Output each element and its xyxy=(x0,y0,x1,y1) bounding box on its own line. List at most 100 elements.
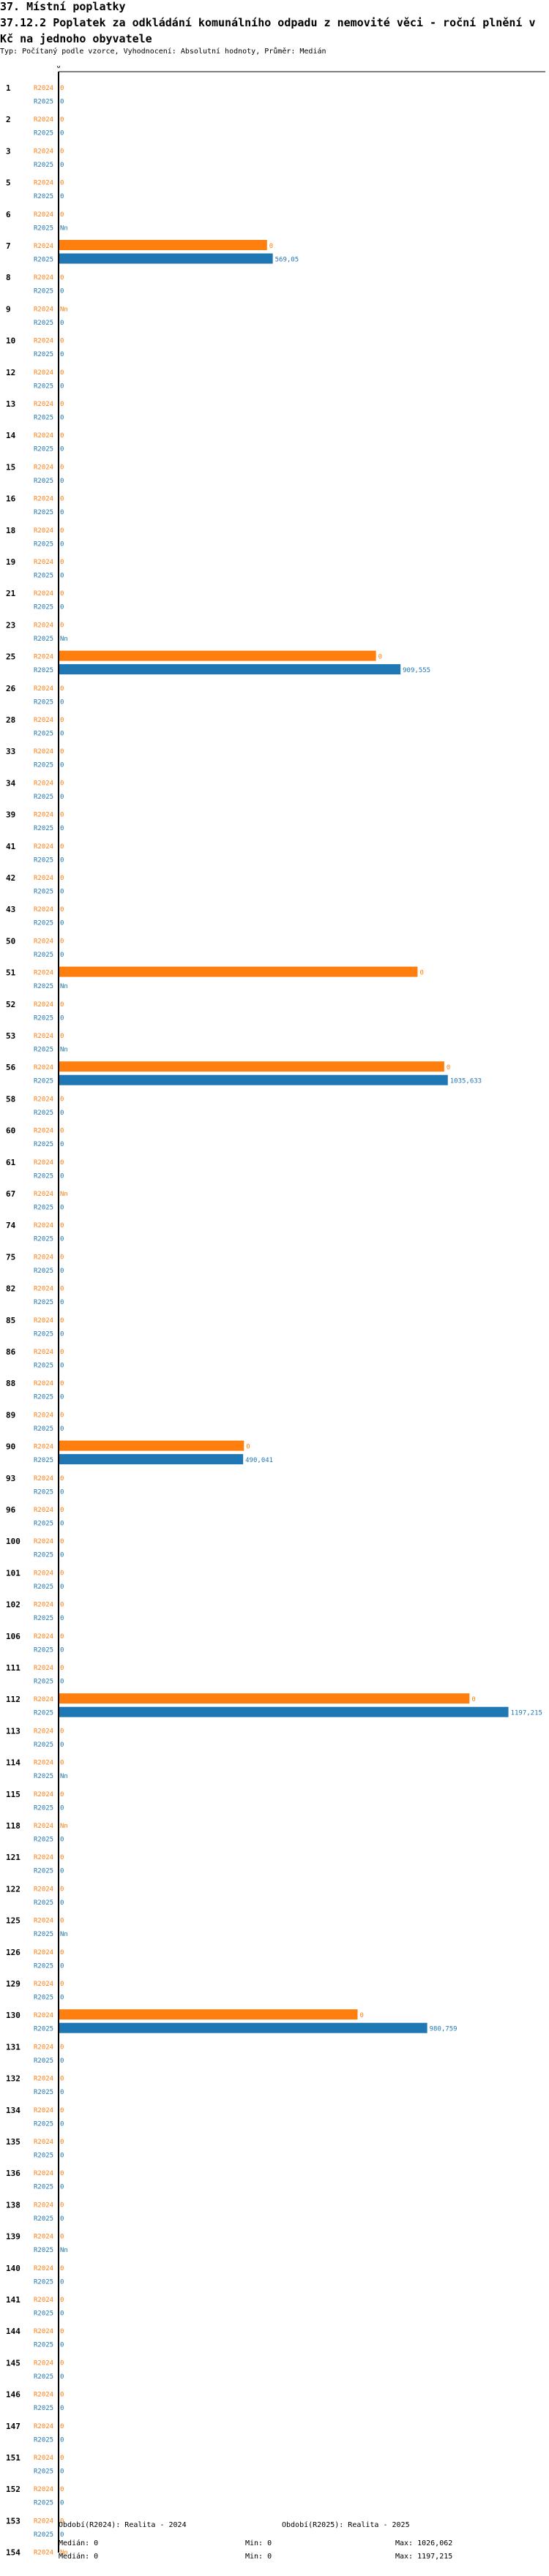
series-label-2024: R2024 xyxy=(34,2107,53,2114)
category-label: 60 xyxy=(6,1126,15,1136)
series-label-2025: R2025 xyxy=(34,604,53,611)
category-label: 154 xyxy=(6,2548,20,2558)
data-label-2024: 0 xyxy=(60,211,64,219)
data-label-2025: 0 xyxy=(60,288,64,295)
series-label-2024: R2024 xyxy=(34,2423,53,2430)
series-label-2025: R2025 xyxy=(34,1804,53,1812)
category-label: 52 xyxy=(6,1000,15,1009)
data-label-2025: 0 xyxy=(60,1837,64,1844)
series-label-2025: R2025 xyxy=(34,415,53,422)
data-label-2025: 0 xyxy=(60,2405,64,2412)
data-label-2025: 0 xyxy=(60,2089,64,2096)
series-label-2024: R2024 xyxy=(34,2012,53,2019)
category-label: 50 xyxy=(6,936,15,946)
category-label: 16 xyxy=(6,494,16,504)
legend-2025-max: Max: 1197,215 xyxy=(395,2553,453,2561)
data-label-2024: 0 xyxy=(60,2107,64,2114)
data-label-2024: 0 xyxy=(60,1475,64,1483)
series-label-2025: R2025 xyxy=(34,2215,53,2223)
data-label-2025: 0 xyxy=(60,1014,64,1022)
category-label: 136 xyxy=(6,2169,20,2178)
bar-2024 xyxy=(59,240,267,250)
data-label-2024: 0 xyxy=(378,654,382,661)
data-label-2024: 0 xyxy=(60,1317,64,1325)
data-label-2024: 0 xyxy=(60,2139,64,2146)
data-label-2025: 0 xyxy=(60,1141,64,1148)
data-label-2024: 0 xyxy=(60,1760,64,1767)
series-label-2024: R2024 xyxy=(34,2360,53,2367)
category-label: 7 xyxy=(6,241,11,251)
data-label-2024: 0 xyxy=(60,906,64,914)
data-label-2024: 0 xyxy=(60,2044,64,2051)
category-label: 5 xyxy=(6,178,11,188)
category-label: 67 xyxy=(6,1189,15,1199)
series-label-2024: R2024 xyxy=(34,1538,53,1545)
data-label-2025: 0 xyxy=(60,1552,64,1559)
chart-note: Typ: Počítaný podle vzorce, Vyhodnocení:… xyxy=(0,48,326,56)
series-label-2024: R2024 xyxy=(34,85,53,92)
category-label: 39 xyxy=(6,810,15,820)
data-label-2025: 0 xyxy=(60,1962,64,1970)
series-label-2024: R2024 xyxy=(34,2170,53,2177)
data-label-2024: 0 xyxy=(269,243,273,250)
data-label-2024: 0 xyxy=(60,1665,64,1672)
bar-2025 xyxy=(59,664,401,675)
category-label: 21 xyxy=(6,589,16,598)
data-label-2024: 0 xyxy=(60,2360,64,2367)
series-label-2025: R2025 xyxy=(34,2373,53,2381)
series-label-2025: R2025 xyxy=(34,1236,53,1243)
series-label-2024: R2024 xyxy=(34,1949,53,1957)
series-label-2025: R2025 xyxy=(34,2468,53,2476)
series-label-2025: R2025 xyxy=(34,509,53,516)
category-label: 147 xyxy=(6,2422,20,2431)
series-label-2025: R2025 xyxy=(34,1868,53,1875)
data-label-2025: 0 xyxy=(60,1868,64,1875)
data-label-2025: Nn xyxy=(60,1773,68,1780)
series-label-2024: R2024 xyxy=(34,1191,53,1198)
data-label-2025: 0 xyxy=(60,162,64,169)
data-label-2024: 0 xyxy=(60,1791,64,1799)
series-label-2025: R2025 xyxy=(34,1110,53,1117)
series-label-2024: R2024 xyxy=(34,1349,53,1356)
series-label-2025: R2025 xyxy=(34,1394,53,1401)
data-label-2025: 0 xyxy=(60,2342,64,2349)
category-label: 112 xyxy=(6,1695,20,1704)
series-label-2025: R2025 xyxy=(34,130,53,138)
series-label-2024: R2024 xyxy=(34,1728,53,1735)
data-label-2025: 0 xyxy=(60,509,64,516)
data-label-2024: 0 xyxy=(60,1222,64,1229)
series-label-2025: R2025 xyxy=(34,193,53,200)
category-label: 131 xyxy=(6,2042,20,2052)
series-label-2024: R2024 xyxy=(34,1254,53,1261)
data-label-2025: 490,041 xyxy=(245,1457,273,1464)
series-label-2025: R2025 xyxy=(34,1646,53,1654)
category-label: 118 xyxy=(6,1821,20,1831)
data-label-2024: 0 xyxy=(60,1918,64,1925)
category-label: 140 xyxy=(6,2264,20,2273)
category-label: 151 xyxy=(6,2453,20,2463)
data-label-2024: 0 xyxy=(60,1096,64,1103)
series-label-2025: R2025 xyxy=(34,1995,53,2002)
data-label-2025: 0 xyxy=(60,2436,64,2444)
series-label-2025: R2025 xyxy=(34,2026,53,2033)
series-label-2025: R2025 xyxy=(34,2089,53,2096)
category-label: 56 xyxy=(6,1063,16,1072)
data-label-2025: 0 xyxy=(60,731,64,738)
series-label-2025: R2025 xyxy=(34,1457,53,1464)
series-label-2024: R2024 xyxy=(34,2455,53,2462)
series-label-2025: R2025 xyxy=(34,731,53,738)
data-label-2024: 0 xyxy=(60,1886,64,1893)
data-label-2024: 0 xyxy=(60,2234,64,2241)
series-label-2024: R2024 xyxy=(34,2076,53,2083)
category-label: 125 xyxy=(6,1916,20,1926)
series-label-2025: R2025 xyxy=(34,383,53,390)
series-label-2024: R2024 xyxy=(34,1791,53,1799)
category-label: 53 xyxy=(6,1031,15,1041)
category-label: 85 xyxy=(6,1316,15,1325)
series-label-2024: R2024 xyxy=(34,1918,53,1925)
series-label-2025: R2025 xyxy=(34,2436,53,2444)
data-label-2025: 0 xyxy=(60,1488,64,1496)
series-label-2024: R2024 xyxy=(34,2044,53,2051)
data-label-2025: 1035,633 xyxy=(450,1078,482,1085)
series-label-2025: R2025 xyxy=(34,1363,53,1370)
